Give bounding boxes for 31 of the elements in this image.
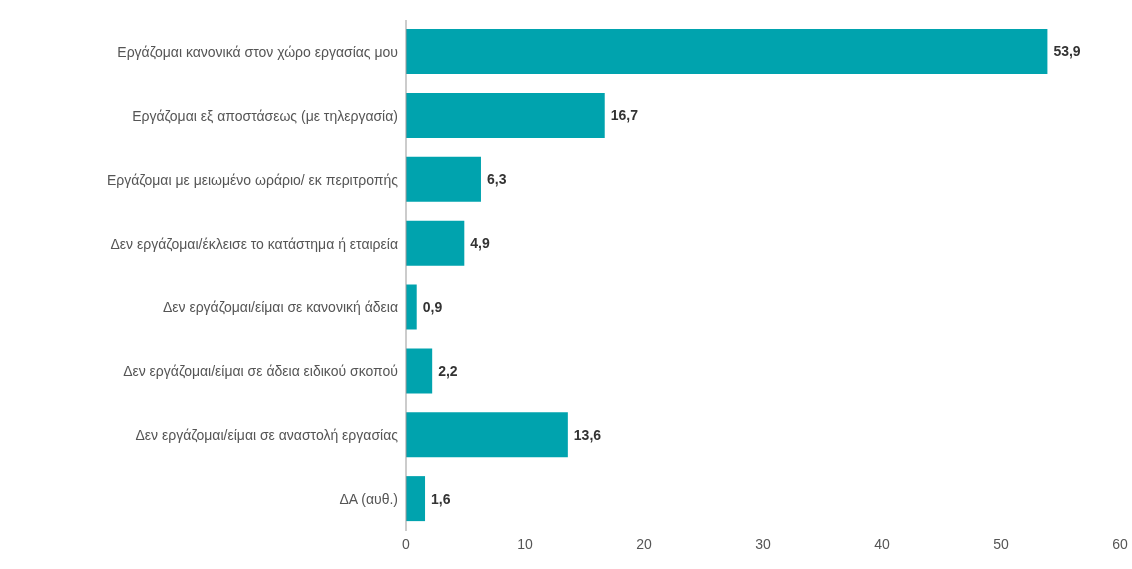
y-tick-label: Εργάζομαι κανονικά στον χώρο εργασίας μου	[117, 43, 398, 60]
x-tick-label: 50	[993, 535, 1009, 552]
bar	[406, 476, 426, 522]
data-label: 2,2	[438, 362, 458, 379]
bar	[406, 348, 433, 394]
x-tick-label: 60	[1112, 535, 1128, 552]
bar	[406, 220, 465, 266]
x-tick-label: 10	[517, 535, 533, 552]
bar	[406, 156, 481, 202]
x-tick-label: 20	[636, 535, 652, 552]
data-label: 6,3	[486, 171, 507, 188]
y-tick-label: Δεν εργάζομαι/είμαι σε άδεια ειδικού σκοπού	[123, 363, 398, 380]
bar	[406, 284, 417, 330]
bar	[406, 29, 1048, 74]
y-tick-label: Δεν εργάζομαι/είμαι σε αναστολή εργασίας	[135, 427, 399, 444]
bar	[406, 92, 605, 138]
x-tick-label: 40	[874, 535, 890, 552]
y-tick-label: Δεν εργάζομαι/έκλεισε το κατάστημα ή εταιρεία	[110, 235, 398, 252]
data-label: 0,9	[422, 298, 443, 315]
data-label: 16,7	[610, 107, 639, 124]
y-tick-label: Εργάζομαι εξ αποστάσεως (με τηλεργασία)	[132, 107, 398, 124]
data-label: 13,6	[573, 426, 602, 443]
y-tick-label: ΔΑ (αυθ.)	[339, 491, 398, 508]
data-label: 1,6	[431, 490, 451, 507]
x-tick-label: 30	[755, 535, 771, 552]
data-label: 4,9	[470, 235, 490, 252]
bar	[406, 412, 568, 458]
y-tick-label: Εργάζομαι με μειωμένο ωράριο/ εκ περιτροπής	[106, 171, 399, 188]
x-tick-label: 0	[402, 535, 411, 552]
data-label: 53,9	[1053, 43, 1081, 60]
y-tick-label: Δεν εργάζομαι/είμαι σε κανονική άδεια	[162, 299, 398, 316]
